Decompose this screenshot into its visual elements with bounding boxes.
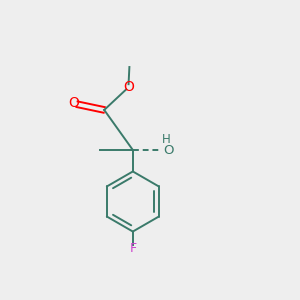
Text: F: F xyxy=(129,242,137,255)
Text: O: O xyxy=(164,143,174,157)
Text: H: H xyxy=(161,134,170,146)
Text: O: O xyxy=(123,80,134,94)
Text: O: O xyxy=(68,96,79,110)
